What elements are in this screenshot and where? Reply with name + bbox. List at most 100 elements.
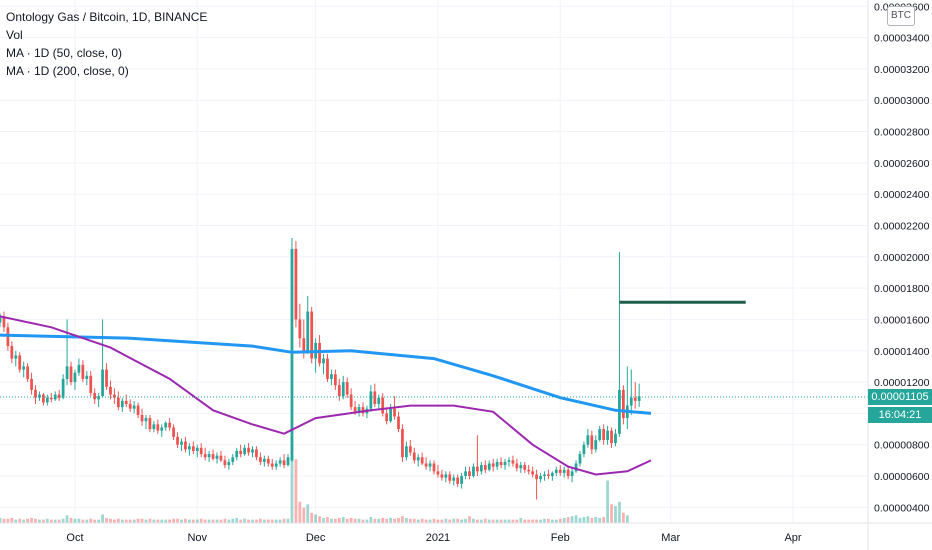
price-tick-label: 0.00003200 [874, 64, 930, 76]
volume-bar [176, 518, 179, 523]
candle [77, 358, 81, 376]
candle-body [247, 447, 250, 453]
candle [266, 455, 270, 467]
candle [333, 369, 337, 390]
candle [274, 460, 278, 470]
legend-ma50[interactable]: MA · 1D (50, close, 0) [6, 46, 123, 60]
candle-body [373, 391, 377, 404]
candle-body [188, 446, 191, 450]
candlestick-series [0, 238, 641, 500]
candle [105, 363, 108, 390]
candle-body [550, 472, 554, 477]
volume-bar [227, 519, 231, 523]
candle-body [18, 355, 22, 370]
volume-bar [326, 517, 329, 523]
candle [507, 457, 511, 467]
price-tick-label: 0.00003000 [874, 95, 930, 107]
candle-body [239, 450, 243, 455]
candle [219, 450, 223, 462]
price-axis[interactable]: 0.000004000.000006000.000008000.00001000… [874, 1, 930, 514]
candle [444, 471, 448, 483]
volume-bar [622, 512, 625, 523]
volume-bar [602, 517, 606, 523]
volume-bar [405, 517, 408, 523]
candle [397, 411, 400, 433]
candle [622, 385, 625, 425]
candle-body [30, 378, 33, 390]
volume-bar [476, 519, 479, 523]
candle-body [361, 407, 365, 414]
candle-body [0, 316, 2, 323]
candle-body [184, 441, 187, 450]
candle-body [215, 455, 219, 459]
legend-ma200[interactable]: MA · 1D (200, close, 0) [6, 64, 129, 78]
candle [57, 389, 61, 401]
candle-body [535, 474, 538, 480]
candle [476, 435, 479, 477]
candle [566, 466, 570, 480]
candle-body [73, 372, 77, 383]
volume-bars [0, 438, 629, 523]
candle-body [353, 407, 357, 412]
volume-bar [184, 518, 187, 523]
candle-body [637, 396, 641, 401]
candle-body [53, 394, 57, 400]
candle-body [310, 311, 314, 359]
candle-body [519, 465, 523, 469]
volume-bar [93, 519, 97, 523]
volume-bar [448, 519, 452, 523]
candle-body [377, 397, 381, 404]
volume-bar [105, 517, 108, 523]
volume-bar [282, 518, 286, 523]
candle [195, 444, 199, 458]
candle [188, 443, 191, 456]
volume-bar [6, 518, 10, 523]
candle-body [416, 457, 420, 461]
candle [598, 425, 602, 442]
candle-body [38, 394, 41, 398]
volume-bar [124, 519, 128, 523]
candle-body [610, 430, 613, 444]
candle-body [207, 454, 211, 458]
candle-body [464, 471, 467, 477]
candle [590, 430, 594, 455]
candle [156, 419, 160, 434]
legend-vol[interactable]: Vol [6, 28, 23, 42]
candle [215, 452, 219, 464]
candle-body [57, 394, 61, 398]
volume-bar [34, 518, 37, 523]
candle [247, 443, 250, 456]
volume-bar [389, 517, 392, 523]
candle [286, 454, 290, 467]
price-tick-label: 0.00000800 [874, 440, 930, 452]
time-axis[interactable]: Oct Nov Dec 2021 Feb Mar Apr [66, 532, 802, 544]
candle-body [440, 474, 444, 478]
candle-body [472, 466, 475, 477]
time-tick-label: 2021 [426, 532, 450, 544]
candle [97, 393, 101, 408]
candle [61, 374, 65, 400]
currency-badge[interactable]: BTC [887, 6, 915, 26]
volume-bar [594, 517, 598, 523]
candle [211, 449, 215, 461]
time-tick-label: Oct [66, 532, 83, 544]
volume-bar [274, 519, 278, 523]
candle [191, 441, 195, 455]
volume-bar [109, 518, 112, 523]
symbol-title[interactable]: Ontology Gas / Bitcoin, 1D, BINANCE [6, 10, 208, 24]
candle [468, 466, 471, 480]
candle-body [113, 394, 116, 398]
candle-body [503, 461, 507, 466]
candle [89, 371, 93, 397]
candle-body [326, 358, 329, 379]
candle [420, 452, 424, 466]
candle [144, 414, 148, 430]
volume-bar [535, 519, 538, 523]
volume-bar [10, 517, 14, 523]
candle [428, 460, 432, 472]
volume-bar [511, 519, 515, 523]
time-tick-label: Apr [784, 532, 801, 544]
candle [547, 469, 550, 480]
candle-body [203, 454, 207, 458]
